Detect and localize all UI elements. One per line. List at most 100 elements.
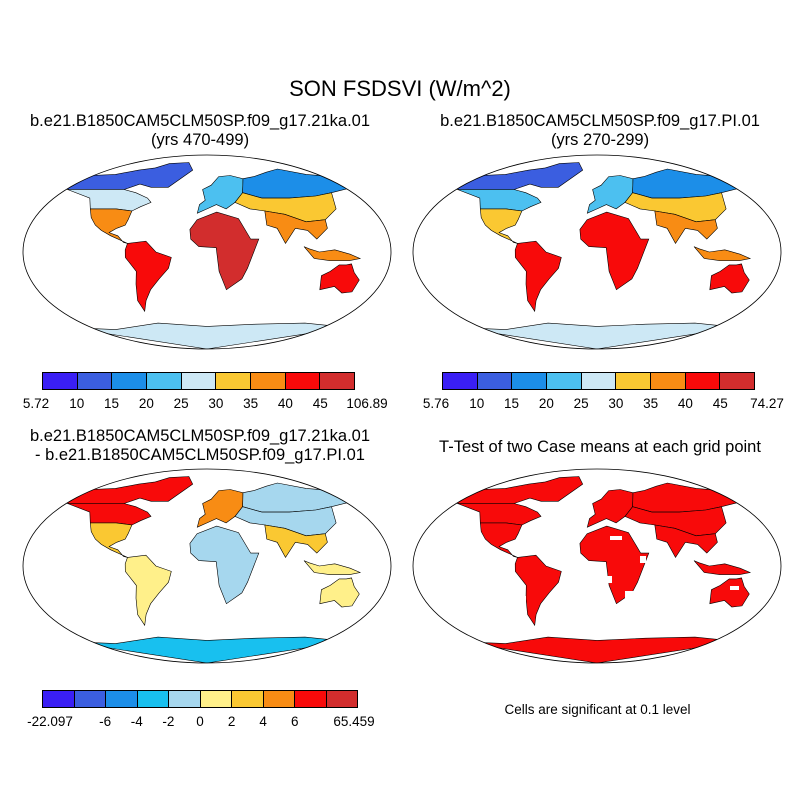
colorbar-box bbox=[326, 691, 357, 707]
colorbar-box bbox=[106, 691, 138, 707]
region-south_asia bbox=[654, 524, 718, 558]
colorbar-case1 bbox=[42, 372, 355, 390]
colorbar-box bbox=[581, 373, 617, 389]
nonsignificant-cell bbox=[730, 586, 739, 590]
colorbar-tick-label: 10 bbox=[69, 396, 85, 411]
colorbar-box bbox=[651, 373, 686, 389]
colorbar-tick-label: 6 bbox=[291, 714, 299, 729]
colorbar-box bbox=[232, 691, 264, 707]
region-europe bbox=[196, 489, 244, 528]
colorbar-tick-label: 35 bbox=[243, 396, 259, 411]
region-na_south bbox=[479, 208, 523, 244]
colorbar-tick-label: -2 bbox=[162, 714, 175, 729]
map-case1 bbox=[22, 154, 392, 350]
region-europe bbox=[586, 175, 634, 214]
region-na_mid bbox=[67, 189, 152, 212]
region-australia bbox=[319, 263, 360, 294]
region-indonesia bbox=[693, 246, 752, 261]
region-antarctica bbox=[456, 636, 738, 663]
panel-title-diff: b.e21.B1850CAM5CLM50SP.f09_g17.21ka.01 -… bbox=[0, 427, 400, 465]
colorbar-diff bbox=[42, 690, 358, 708]
colorbar-tick-label: 65.459 bbox=[333, 714, 375, 729]
nonsignificant-cell bbox=[600, 576, 612, 583]
colorbar-box bbox=[216, 373, 252, 389]
nonsignificant-cell bbox=[610, 536, 622, 540]
map-case2 bbox=[412, 154, 782, 350]
colorbar-tick-label: 74.27 bbox=[750, 396, 784, 411]
panel-title-diff-line2: - b.e21.B1850CAM5CLM50SP.f09_g17.PI.01 bbox=[35, 446, 365, 464]
nonsignificant-cell bbox=[520, 596, 526, 603]
panel-title-case1-line1: b.e21.B1850CAM5CLM50SP.f09_g17.21ka.01 bbox=[29, 112, 371, 130]
map-border bbox=[22, 154, 392, 350]
colorbar-box bbox=[285, 373, 321, 389]
region-indonesia bbox=[303, 560, 362, 575]
colorbar-box bbox=[616, 373, 652, 389]
colorbar-case2 bbox=[442, 372, 755, 390]
colorbar-box bbox=[295, 691, 327, 707]
region-africa bbox=[579, 211, 650, 291]
colorbar-box bbox=[685, 373, 721, 389]
region-indonesia bbox=[693, 560, 752, 575]
colorbar-box bbox=[43, 691, 75, 707]
colorbar-tick-label: 0 bbox=[196, 714, 204, 729]
panel-title-case2: b.e21.B1850CAM5CLM50SP.f09_g17.PI.01 (yr… bbox=[400, 112, 800, 150]
region-na_south bbox=[89, 522, 133, 558]
region-south_asia bbox=[654, 210, 718, 244]
colorbar-box bbox=[547, 373, 582, 389]
map-land-layer bbox=[66, 162, 362, 349]
colorbar-tick-label: 15 bbox=[504, 396, 520, 411]
colorbar-box bbox=[74, 691, 106, 707]
colorbar-tick-label: 2 bbox=[227, 714, 236, 729]
colorbar-box bbox=[443, 373, 478, 389]
region-australia bbox=[709, 263, 750, 294]
colorbar-tick-label: 20 bbox=[138, 396, 154, 411]
colorbar-tick-label: 30 bbox=[208, 396, 224, 411]
colorbar-box bbox=[720, 373, 755, 389]
colorbar-tick-label: -4 bbox=[130, 714, 143, 729]
region-na_high bbox=[457, 162, 584, 190]
panel-title-case1: b.e21.B1850CAM5CLM50SP.f09_g17.21ka.01 (… bbox=[0, 112, 400, 150]
map-border bbox=[22, 468, 392, 664]
region-australia bbox=[709, 577, 750, 608]
nonsignificant-cell bbox=[710, 551, 716, 555]
colorbar-tick-label: 40 bbox=[677, 396, 693, 411]
region-south_asia bbox=[264, 210, 328, 244]
colorbar-box bbox=[169, 691, 201, 707]
region-na_high bbox=[67, 162, 194, 190]
region-antarctica bbox=[456, 322, 738, 349]
colorbar-box bbox=[181, 373, 217, 389]
map-border bbox=[412, 468, 782, 664]
nonsignificant-cell bbox=[625, 591, 637, 598]
region-south_america bbox=[514, 554, 562, 627]
colorbar-tick-label: 45 bbox=[712, 396, 728, 411]
colorbar-tick-label: 106.89 bbox=[346, 396, 388, 411]
colorbar-tick-label: 45 bbox=[312, 396, 328, 411]
region-africa bbox=[189, 525, 260, 605]
colorbar-box bbox=[77, 373, 113, 389]
region-na_high bbox=[67, 476, 194, 504]
figure-title: SON FSDSVI (W/m^2) bbox=[289, 76, 511, 101]
colorbar-box bbox=[137, 691, 169, 707]
colorbar-tick-label: 4 bbox=[259, 714, 267, 729]
region-africa bbox=[189, 211, 260, 291]
colorbar-box bbox=[477, 373, 513, 389]
region-australia bbox=[319, 577, 360, 608]
colorbar-tick-label: -22.097 bbox=[27, 714, 73, 729]
nonsignificant-cell bbox=[660, 566, 669, 570]
region-na_mid bbox=[457, 189, 542, 212]
region-na_mid bbox=[457, 503, 542, 526]
region-na_high bbox=[457, 476, 584, 504]
map-land-layer bbox=[440, 476, 752, 663]
colorbar-tick-label: -6 bbox=[99, 714, 112, 729]
region-indonesia bbox=[303, 246, 362, 261]
region-south_america bbox=[124, 240, 172, 313]
colorbar-tick-label: 15 bbox=[104, 396, 120, 411]
map-ttest bbox=[412, 468, 782, 664]
colorbar-tick-label: 30 bbox=[608, 396, 624, 411]
region-south_america bbox=[124, 554, 172, 627]
region-south_america bbox=[514, 240, 562, 313]
region-europe bbox=[196, 175, 244, 214]
panel-title-case2-line2: (yrs 270-299) bbox=[550, 131, 650, 149]
panel-title-ttest: T-Test of two Case means at each grid po… bbox=[439, 438, 761, 456]
region-europe bbox=[586, 489, 634, 528]
